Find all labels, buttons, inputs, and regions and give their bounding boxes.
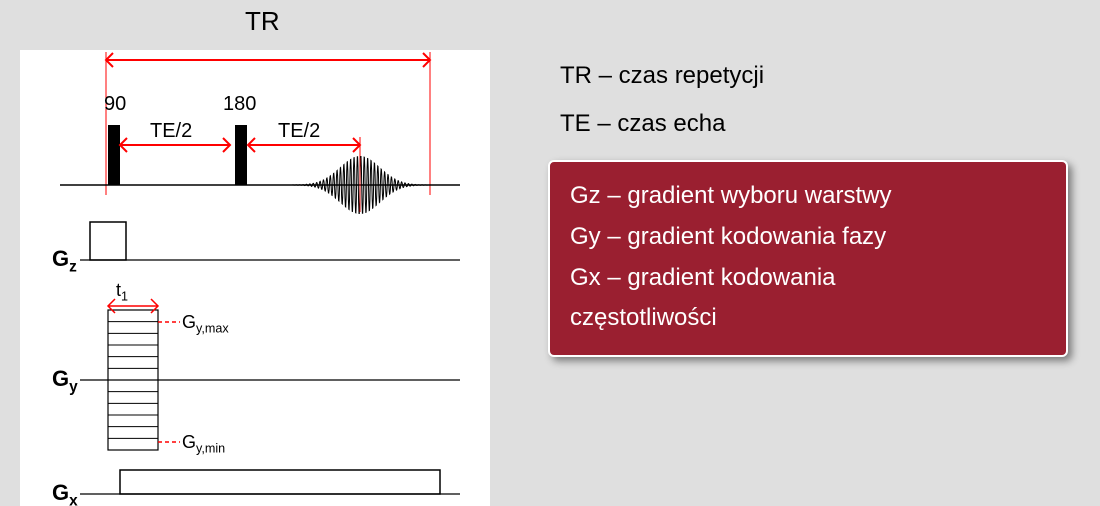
svg-text:Gy,max: Gy,max <box>182 312 229 336</box>
legend-gy: Gy – gradient kodowania fazy <box>570 217 1046 258</box>
svg-text:Gz: Gz <box>52 246 77 276</box>
legend-redbox: Gz – gradient wyboru warstwy Gy – gradie… <box>548 160 1068 357</box>
svg-text:TE/2: TE/2 <box>150 120 192 142</box>
svg-text:Gy,min: Gy,min <box>182 432 225 456</box>
diagram-panel: 90 180 TE/2 TE/2 Gz Gy t1 Gy,max Gy,min Gx <box>20 50 490 506</box>
legend-gx-1: Gx – gradient kodowania <box>570 258 1046 299</box>
legend-tr: TR – czas repetycji <box>560 62 764 90</box>
legend-gz: Gz – gradient wyboru warstwy <box>570 176 1046 217</box>
svg-text:90: 90 <box>104 93 126 115</box>
svg-text:t1: t1 <box>116 280 128 304</box>
pulse-sequence-svg: 90 180 TE/2 TE/2 Gz Gy t1 Gy,max Gy,min Gx <box>20 50 490 506</box>
svg-text:TE/2: TE/2 <box>278 120 320 142</box>
svg-text:Gx: Gx <box>52 480 78 506</box>
svg-text:Gy: Gy <box>52 366 78 396</box>
slide: TR 90 180 TE/2 TE/2 Gz Gy t1 Gy,max Gy,min Gx TR … <box>0 0 1100 506</box>
legend-gx-2: częstotliwości <box>570 298 1046 339</box>
tr-label: TR <box>245 6 280 37</box>
svg-text:180: 180 <box>223 93 256 115</box>
legend-te: TE – czas echa <box>560 110 725 138</box>
